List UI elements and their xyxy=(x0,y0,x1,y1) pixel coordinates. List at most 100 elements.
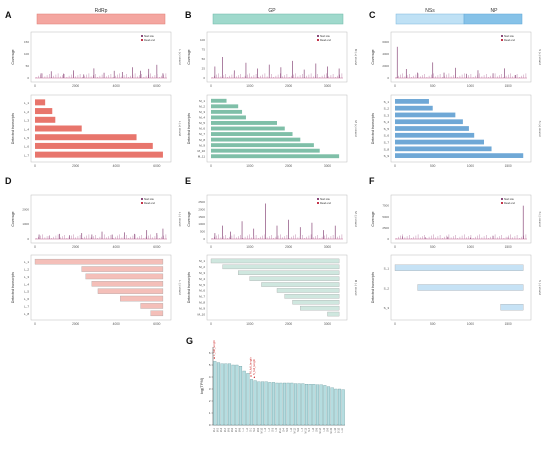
transcript-bar-9-0 xyxy=(210,258,340,264)
y-tick-label-10-3: 7500 xyxy=(382,204,389,208)
transcript-bar-3-7 xyxy=(211,137,301,142)
g-bar-29 xyxy=(319,384,323,426)
g-bar-19 xyxy=(282,382,287,426)
transcript-label-7-6: L_7 xyxy=(24,304,29,308)
y-axis-label-3: Detected transcripts xyxy=(187,113,191,144)
transcript-label-1-0: L_1 xyxy=(24,101,29,105)
g-category-label-17: L-5 xyxy=(275,427,278,431)
transcript-bar-7-4 xyxy=(97,288,164,294)
x-tick-label-4-2: 1000 xyxy=(467,84,474,88)
g-annotation-0: ▲ L_full_length xyxy=(212,340,216,360)
x-tick-label-7-0: 0 xyxy=(34,322,36,326)
x-tick-label-11-2: 1000 xyxy=(467,322,474,326)
g-y-axis-label: log(TPM) xyxy=(199,377,204,394)
transcript-bar-11-1 xyxy=(417,284,524,291)
transcript-bar-3-0 xyxy=(211,98,227,103)
x-tick-label-0-3: 6000 xyxy=(153,84,160,88)
y-tick-label-2-2: 50 xyxy=(202,57,206,61)
transcript-bar-7-6 xyxy=(140,303,164,309)
x-tick-label-11-3: 1500 xyxy=(505,322,512,326)
panel-letter-a: A xyxy=(5,10,12,20)
transcript-label-5-7: S_8 xyxy=(384,147,390,151)
y-tick-label-2-1: 25 xyxy=(202,66,206,70)
plot-frame-0 xyxy=(30,31,172,83)
transcript-bar-11-0 xyxy=(394,264,524,271)
transcript-label-3-8: M_9 xyxy=(199,143,205,147)
x-tick-label-4-3: 1500 xyxy=(505,84,512,88)
transcript-bar-5-7 xyxy=(395,146,492,152)
g-category-label-34: S-10 xyxy=(338,427,341,433)
y-tick-label-4-3: 6000 xyxy=(382,40,389,44)
x-tick-label-10-0: 0 xyxy=(394,245,396,249)
g-y-tick-label-1: 1 xyxy=(209,411,211,415)
g-bar-15 xyxy=(268,382,272,426)
g-category-label-31: S-9 xyxy=(327,427,330,431)
g-category-label-3: M-4 xyxy=(224,427,227,432)
legend-swatch-start-4 xyxy=(501,35,503,37)
x-tick-label-9-3: 3000 xyxy=(324,322,331,326)
np-gene-bar xyxy=(463,13,523,25)
transcript-bar-5-4 xyxy=(395,126,469,131)
legend-end-10: Read end xyxy=(504,202,515,205)
transcript-bar-5-2 xyxy=(395,112,456,118)
g-category-label-24: L-7 xyxy=(301,427,304,431)
transcript-label-9-2: M_3 xyxy=(199,271,205,275)
g-category-label-7: M-8 xyxy=(239,427,242,432)
y-tick-label-0-2: 100 xyxy=(24,52,29,56)
transcript-label-7-5: L_6 xyxy=(24,297,29,301)
g-bar-27 xyxy=(312,384,316,426)
transcript-bar-9-7 xyxy=(292,300,340,305)
right-strand-label-10: S (-) strand xyxy=(538,211,542,226)
transcript-label-7-2: L_3 xyxy=(24,275,29,279)
right-strand-label-3: M (+) strand xyxy=(354,120,358,137)
plot-frame-1 xyxy=(30,94,172,163)
g-bar-33 xyxy=(334,388,338,426)
g-y-tick-label-2: 2 xyxy=(209,399,211,403)
transcript-bar-5-3 xyxy=(395,119,463,125)
gp-gene-bar xyxy=(212,13,344,25)
g-category-label-33: L-10 xyxy=(334,427,337,432)
y-tick-label-0-3: 150 xyxy=(24,40,29,44)
x-tick-label-0-0: 0 xyxy=(34,84,36,88)
g-bar-14 xyxy=(264,381,268,426)
transcript-label-9-3: M_4 xyxy=(199,277,205,281)
x-tick-label-2-3: 3000 xyxy=(324,84,331,88)
g-y-tick-label-3: 3 xyxy=(209,387,211,391)
legend-swatch-end-6 xyxy=(141,202,143,204)
transcript-label-9-0: M_1 xyxy=(199,259,205,263)
transcript-label-11-1: S_2 xyxy=(384,286,390,290)
transcript-bar-9-2 xyxy=(238,270,340,275)
g-category-label-5: M-6 xyxy=(231,427,234,432)
y-tick-label-6-1: 1000 xyxy=(22,222,29,226)
legend-swatch-end-8 xyxy=(317,202,319,204)
y-axis-label-6: Coverage xyxy=(11,211,15,226)
transcript-bar-7-2 xyxy=(85,273,164,280)
g-category-label-14: L-3 xyxy=(264,427,267,431)
y-tick-label-4-1: 2000 xyxy=(382,64,389,68)
g-category-label-15: L-4 xyxy=(268,427,271,431)
transcript-label-3-3: M_4 xyxy=(199,116,205,120)
y-axis-label-4: Coverage xyxy=(371,49,375,64)
g-category-label-1: M-2 xyxy=(217,427,220,432)
right-strand-label-8: M (-) strand xyxy=(354,211,358,227)
transcript-label-3-9: M_10 xyxy=(197,149,205,153)
right-strand-label-11: S (-) strand xyxy=(538,280,542,295)
transcript-bar-5-0 xyxy=(395,99,429,104)
g-category-label-23: S-6 xyxy=(297,427,300,431)
y-tick-label-8-0: 0 xyxy=(203,237,205,241)
right-strand-label-5: S (+) strand xyxy=(538,121,542,137)
rdrp-gene-bar xyxy=(36,13,166,25)
y-tick-label-10-1: 2500 xyxy=(382,226,389,230)
transcript-bar-3-8 xyxy=(211,143,314,148)
panel-letter-c: C xyxy=(369,10,376,20)
transcript-label-7-4: L_5 xyxy=(24,290,29,294)
transcript-label-9-6: M_7 xyxy=(199,295,205,299)
g-bar-0 xyxy=(213,361,217,426)
g-bar-3 xyxy=(224,363,228,426)
g-y-tick-label-6: 6 xyxy=(209,351,211,355)
transcript-label-3-10: M_11 xyxy=(198,154,206,158)
y-tick-label-2-3: 75 xyxy=(202,47,206,51)
y-tick-label-4-0: 0 xyxy=(387,76,389,80)
transcript-label-1-1: L_2 xyxy=(24,110,29,114)
